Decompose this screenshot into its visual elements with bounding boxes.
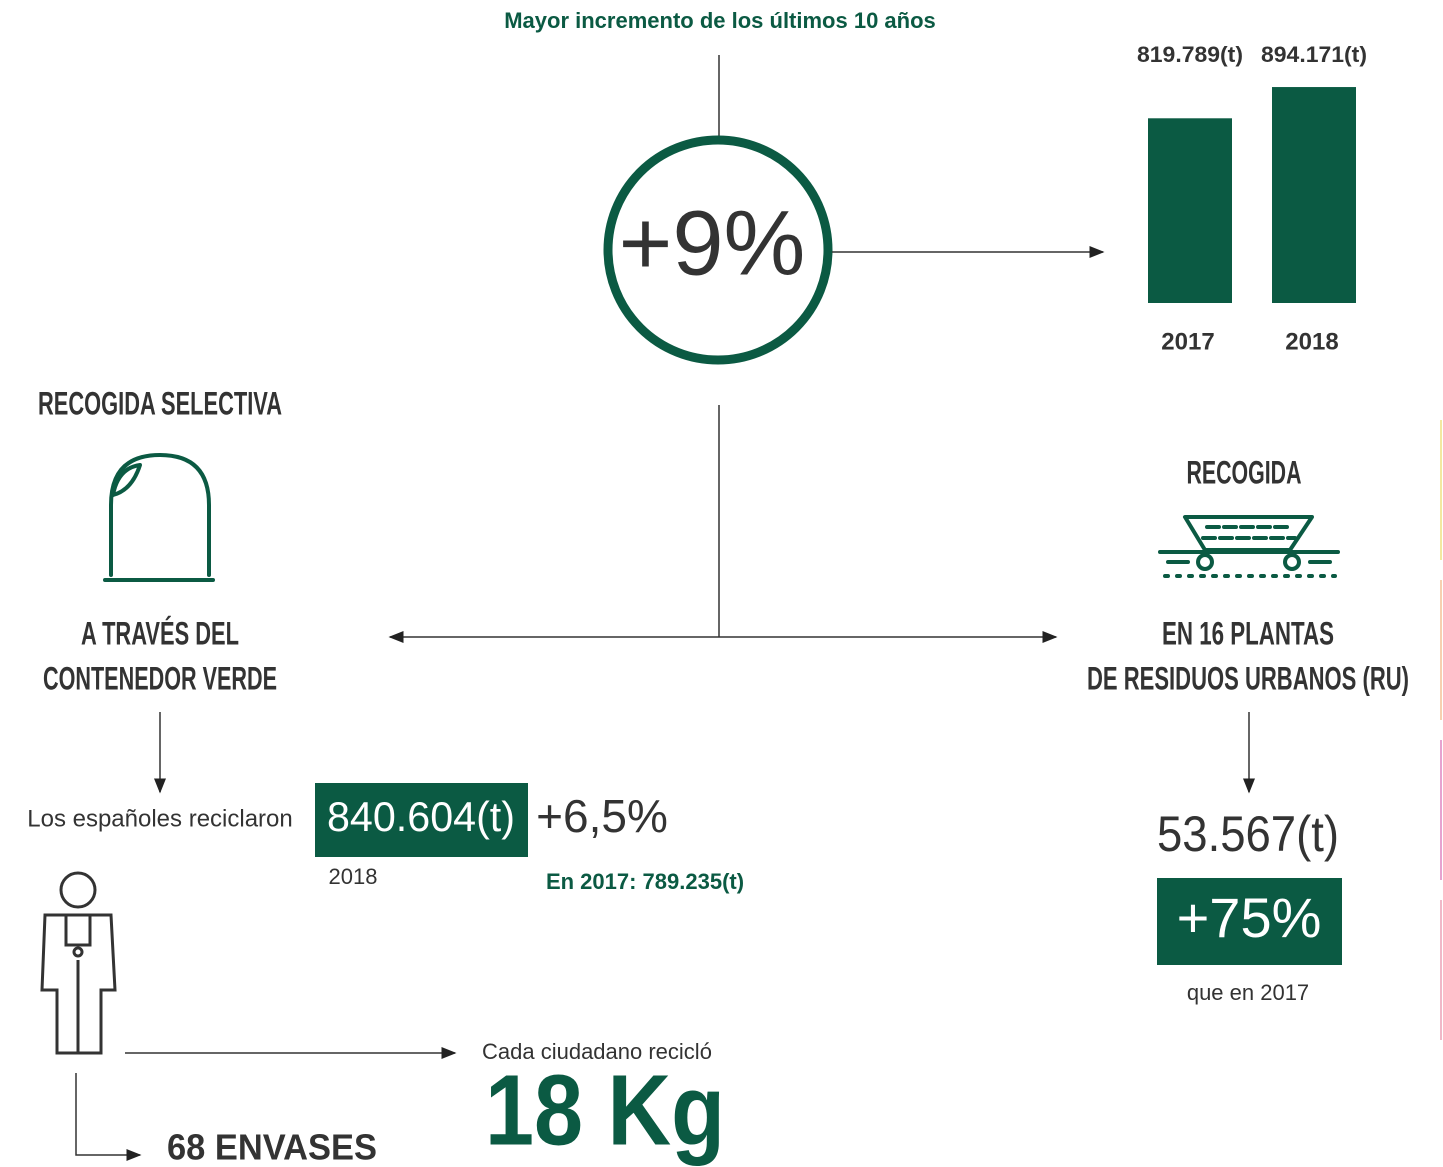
left-previous: En 2017: 789.235(t) bbox=[546, 869, 744, 894]
person-icon bbox=[40, 871, 117, 1055]
right-line1: EN 16 PLANTAS bbox=[1162, 615, 1334, 651]
bar bbox=[1148, 118, 1232, 303]
x-tick-label: 2018 bbox=[1285, 328, 1338, 355]
left-amount: 840.604(t) bbox=[327, 793, 515, 840]
left-year: 2018 bbox=[329, 864, 378, 889]
left-change: +6,5% bbox=[536, 790, 668, 842]
left-line2: CONTENEDOR VERDE bbox=[43, 660, 277, 696]
left-intro: Los españoles reciclaron bbox=[27, 805, 293, 832]
packages: 68 ENVASES bbox=[167, 1127, 377, 1167]
right-amount: 53.567(t) bbox=[1157, 806, 1339, 862]
right-change: +75% bbox=[1177, 886, 1322, 949]
x-tick-label: 2017 bbox=[1161, 328, 1214, 355]
per-citizen: 18 Kg bbox=[485, 1054, 725, 1166]
arrow bbox=[75, 1073, 142, 1161]
per-citizen-label: Cada ciudadano recicló bbox=[482, 1039, 712, 1064]
bar-chart: 819.789(t) 2017 894.171(t) 2018 bbox=[1137, 42, 1367, 356]
wagon-icon bbox=[1158, 515, 1340, 578]
left-title: RECOGIDA SELECTIVA bbox=[38, 385, 282, 421]
value-label: 894.171(t) bbox=[1261, 42, 1367, 67]
change-box bbox=[1157, 878, 1342, 965]
subtitle: Mayor incremento de los últimos 10 años bbox=[504, 8, 936, 33]
amount-box bbox=[315, 783, 528, 857]
bar bbox=[1272, 87, 1356, 303]
value-label: 819.789(t) bbox=[1137, 42, 1243, 67]
left-line1: A TRAVÉS DEL bbox=[81, 615, 239, 651]
increase: +9% bbox=[619, 192, 806, 294]
right-note: que en 2017 bbox=[1187, 980, 1309, 1005]
right-title: RECOGIDA bbox=[1187, 454, 1302, 490]
increase-circle bbox=[603, 135, 833, 365]
container-icon bbox=[103, 453, 215, 582]
right-line2: DE RESIDUOS URBANOS (RU) bbox=[1087, 660, 1409, 696]
